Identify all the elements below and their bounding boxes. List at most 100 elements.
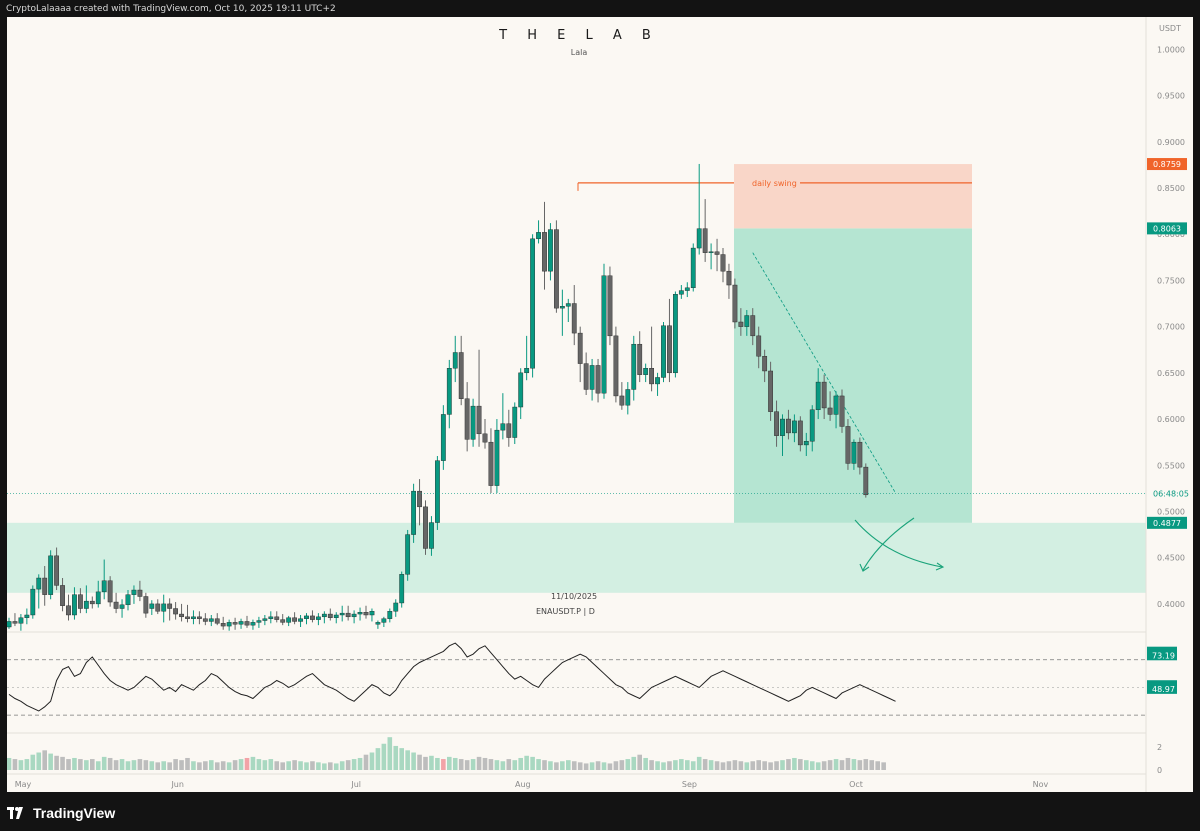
- volume-bar: [875, 761, 880, 770]
- volume-bar: [881, 762, 886, 770]
- volume-axis-label: 0: [1157, 766, 1162, 775]
- candle-body: [119, 604, 125, 609]
- chart-area[interactable]: T H E L A B Lala USDT 1.0000 0.9500 0.9000…: [7, 17, 1193, 792]
- candle-body: [179, 613, 184, 618]
- volume-bar: [827, 760, 833, 770]
- candle-body: [446, 368, 452, 415]
- chart-title: T H E L A B: [498, 28, 659, 43]
- candle-body: [512, 406, 518, 438]
- volume-bar: [405, 750, 410, 770]
- volume-bar: [500, 761, 506, 770]
- candle-body: [149, 603, 155, 609]
- candle-body: [571, 303, 577, 334]
- volume-bar: [7, 757, 12, 770]
- volume-bar: [101, 756, 107, 770]
- volume-bar: [375, 748, 381, 770]
- tradingview-logo-text: TradingView: [33, 805, 116, 821]
- volume-bar: [732, 760, 738, 770]
- candle-body: [774, 411, 779, 436]
- volume-bar: [762, 761, 767, 770]
- price-badge: [1147, 516, 1187, 529]
- volume-bar: [560, 761, 565, 770]
- trend-line[interactable]: [752, 252, 896, 494]
- candle-body: [857, 441, 863, 468]
- candle-body: [649, 368, 655, 385]
- volume-bar: [54, 755, 59, 770]
- volume-bar: [250, 756, 256, 770]
- candle-body: [333, 614, 339, 618]
- candle-body: [554, 229, 559, 309]
- volume-bar: [804, 760, 809, 770]
- volume-bar: [786, 759, 791, 770]
- target-zone[interactable]: [734, 228, 972, 523]
- rsi-line: [8, 642, 896, 712]
- candle-body: [482, 433, 488, 443]
- candle-body: [66, 605, 71, 616]
- volume-bar: [536, 759, 541, 770]
- candle-body: [863, 466, 869, 496]
- candle-body: [803, 441, 809, 446]
- candle-body: [232, 622, 238, 625]
- volume-bar: [530, 756, 535, 770]
- volume-bar: [316, 762, 321, 770]
- tradingview-logo[interactable]: TradingView: [7, 802, 115, 824]
- candle-body: [435, 460, 440, 523]
- candle-body: [321, 613, 327, 618]
- candle-body: [440, 414, 446, 461]
- volume-bar: [417, 754, 422, 770]
- candle-body: [417, 490, 422, 508]
- volume-bar: [726, 761, 732, 770]
- candle-body: [506, 423, 512, 438]
- daily-swing-line[interactable]: daily swing: [577, 179, 972, 191]
- volume-bar: [339, 761, 345, 770]
- volume-bar: [209, 760, 214, 770]
- volume-bar: [119, 759, 125, 770]
- candle-body: [833, 395, 839, 415]
- candle-body: [173, 608, 178, 615]
- volume-bar: [708, 760, 714, 770]
- stop-zone[interactable]: [734, 164, 972, 229]
- volume-bar: [84, 760, 89, 770]
- volume-bar: [357, 757, 363, 770]
- demand-zone: [7, 522, 1146, 593]
- price-axis-ticks: 1.0000 0.9500 0.9000 0.8500 0.8000 0.7500 0.70…: [1157, 45, 1185, 609]
- candle-body: [702, 228, 708, 253]
- candle-body: [101, 580, 107, 593]
- candle-body: [696, 228, 702, 249]
- candle-body: [24, 614, 30, 618]
- candle-body: [280, 619, 286, 623]
- candle-body: [7, 621, 12, 628]
- volume-bar: [387, 737, 393, 770]
- currency-label: USDT: [1159, 24, 1181, 33]
- rsi-badge-label: 73.19: [1152, 651, 1175, 660]
- volume-bar: [399, 748, 404, 770]
- time-tick-label: Nov: [1033, 780, 1049, 789]
- price-tick-label: 0.8000: [1157, 230, 1185, 239]
- volume-bar: [738, 761, 744, 770]
- candle-body: [613, 335, 619, 397]
- rsi-badge: [1147, 682, 1177, 694]
- volume-bar: [554, 762, 559, 770]
- volume-bar: [161, 761, 166, 770]
- candle-body: [851, 441, 857, 464]
- chart-svg[interactable]: T H E L A B Lala USDT 1.0000 0.9500 0.9000…: [7, 17, 1193, 792]
- candle-body: [738, 321, 744, 327]
- volume-bar: [143, 760, 149, 770]
- candle-body: [458, 352, 464, 399]
- candle-body: [77, 594, 83, 609]
- volume-bar: [566, 760, 571, 770]
- rsi-badge: [1147, 649, 1177, 661]
- candle-body: [42, 577, 48, 595]
- volume-bar: [750, 761, 756, 770]
- candle-body: [143, 596, 149, 614]
- volume-bar: [328, 762, 333, 770]
- volume-bar: [447, 756, 452, 770]
- volume-bar: [214, 762, 220, 770]
- volume-bar: [423, 756, 428, 770]
- volume-bar: [24, 759, 30, 770]
- candle-body: [762, 355, 768, 372]
- volume-bar: [815, 762, 821, 770]
- candle-body: [268, 616, 274, 619]
- volume-bar: [643, 757, 648, 770]
- price-tick-label: 0.5000: [1157, 507, 1185, 516]
